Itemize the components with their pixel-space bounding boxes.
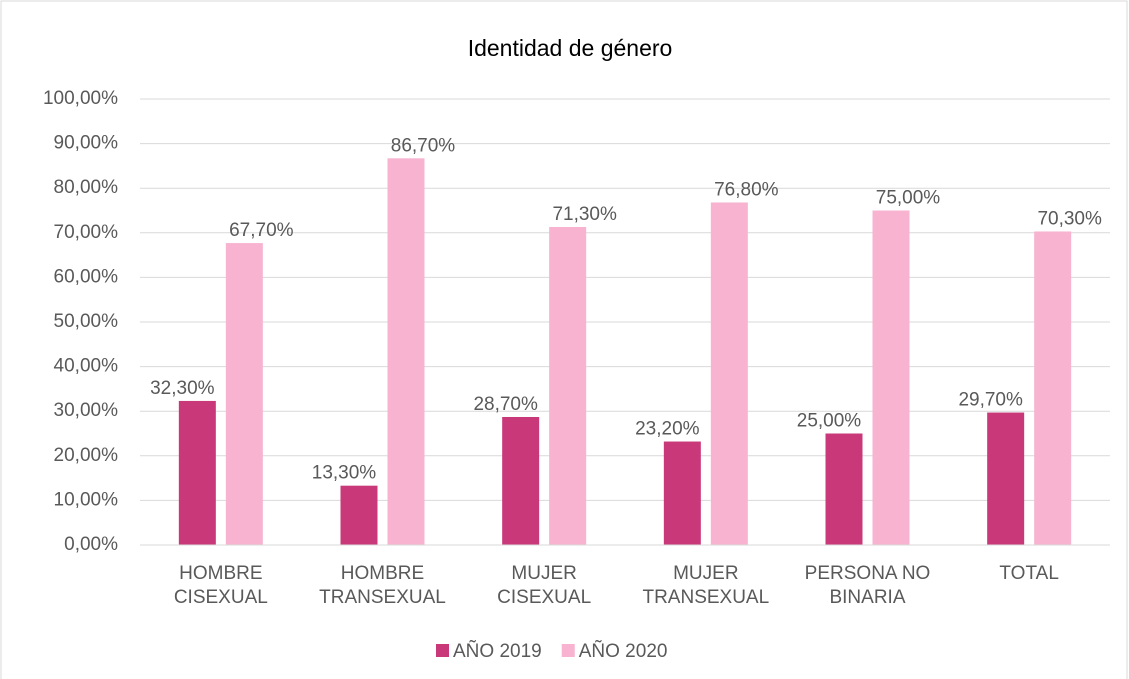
x-tick-label: MUJER CISEXUAL (497, 563, 592, 608)
y-tick-label: 80,00% (54, 177, 119, 198)
data-label: 25,00% (797, 411, 862, 432)
y-tick-label: 30,00% (54, 400, 119, 421)
data-label: 86,70% (391, 135, 456, 156)
bar (872, 210, 910, 545)
x-tick-label: HOMBRE TRANSEXUAL (319, 563, 446, 608)
data-label: 13,30% (312, 463, 377, 484)
bar (502, 416, 540, 545)
bar (549, 227, 587, 545)
y-tick-label: 20,00% (54, 445, 119, 466)
data-label: 71,30% (552, 204, 617, 225)
bar (225, 243, 263, 546)
bar (387, 158, 425, 545)
bar (340, 485, 378, 545)
bar (825, 433, 863, 545)
y-tick-label: 50,00% (54, 311, 119, 332)
x-tick-label: TOTAL (999, 563, 1059, 584)
x-tick-label: HOMBRE CISEXUAL (173, 563, 268, 608)
legend-label: AÑO 2020 (579, 640, 668, 662)
y-tick-label: 70,00% (54, 222, 119, 243)
bar (178, 400, 216, 545)
chart-title: Identidad de género (468, 35, 673, 61)
legend-swatch (561, 644, 575, 657)
bar (710, 202, 748, 546)
bar (1034, 231, 1072, 545)
data-label: 28,70% (473, 394, 538, 415)
y-tick-label: 40,00% (54, 356, 119, 377)
bar (987, 412, 1025, 545)
y-tick-label: 60,00% (54, 266, 119, 287)
data-label: 76,80% (714, 179, 779, 200)
data-label: 70,30% (1037, 208, 1102, 229)
data-label: 23,20% (635, 419, 700, 440)
x-tick-label: PERSONA NO BINARIA (804, 563, 931, 608)
data-label: 75,00% (876, 188, 941, 209)
legend-swatch (436, 644, 449, 657)
y-tick-label: 10,00% (54, 489, 119, 510)
y-tick-label: 0,00% (64, 534, 118, 555)
y-tick-label: 100,00% (43, 88, 118, 109)
x-tick-label: MUJER TRANSEXUAL (642, 563, 770, 608)
legend-label: AÑO 2019 (453, 640, 542, 662)
data-label: 29,70% (958, 390, 1023, 411)
y-tick-label: 90,00% (54, 133, 119, 154)
data-label: 67,70% (229, 220, 294, 241)
data-label: 32,30% (150, 378, 215, 399)
bar (663, 441, 701, 545)
